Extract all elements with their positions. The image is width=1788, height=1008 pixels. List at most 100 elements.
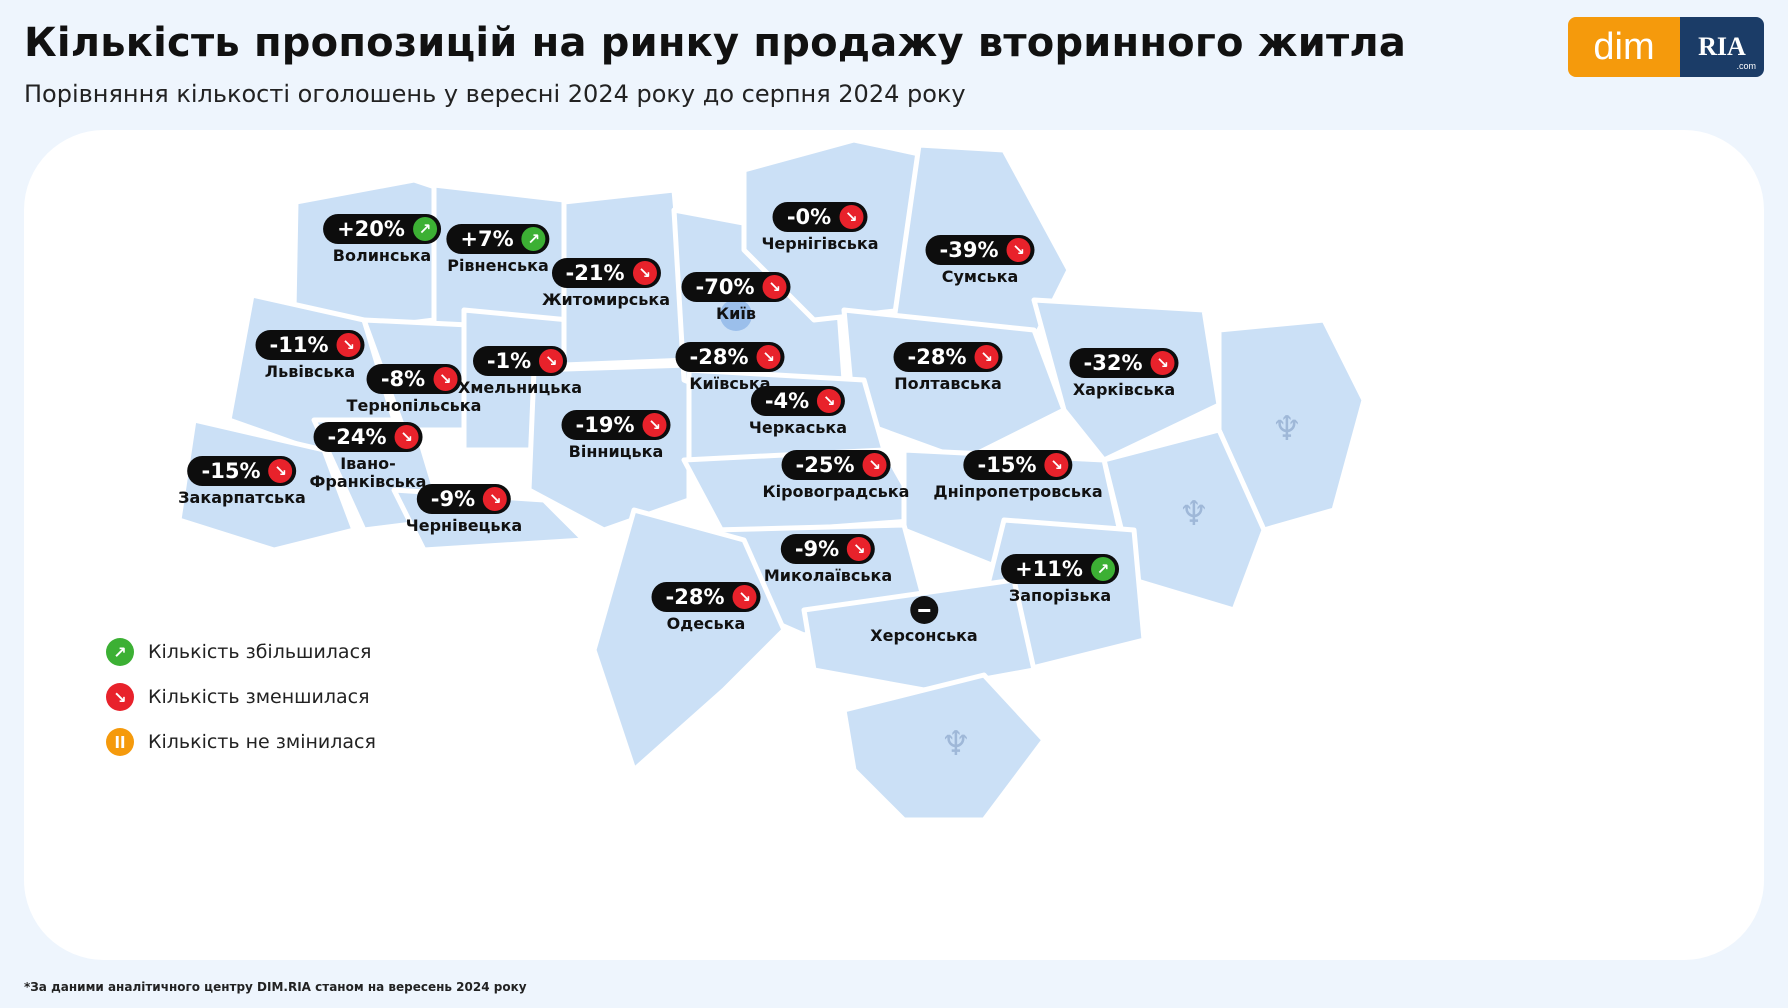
region-value-pill: -11% ↘ xyxy=(255,330,365,360)
region-value: +7% xyxy=(460,227,514,251)
region-value-pill: -9% ↘ xyxy=(780,534,876,564)
region-label-chernihiv[interactable]: -0% ↘ Чернігівська xyxy=(762,202,879,253)
region-name: Чернівецька xyxy=(405,516,523,535)
region-label-chernivtsi[interactable]: -9% ↘ Чернівецька xyxy=(406,484,522,535)
arrow-down-icon: ↘ xyxy=(433,367,458,391)
region-value-pill: +20% ↗ xyxy=(323,214,441,244)
region-value: -8% xyxy=(380,367,426,391)
logo-ria: RIA .com xyxy=(1680,17,1764,77)
logo-ria-text: RIA xyxy=(1698,32,1746,61)
region-value: -28% xyxy=(689,345,749,369)
region-name: Закарпатська xyxy=(178,488,306,507)
region-label-khmelnytskyi[interactable]: -1% ↘ Хмельницька xyxy=(458,346,582,397)
region-value-pill: -4% ↘ xyxy=(750,386,846,416)
arrow-up-icon: ↗ xyxy=(412,217,437,241)
region-value: -9% xyxy=(794,537,840,561)
region-label-vinnytsia[interactable]: -19% ↘ Вінницька xyxy=(561,410,671,461)
region-label-lviv[interactable]: -11% ↘ Львівська xyxy=(255,330,365,381)
region-value: -21% xyxy=(565,261,625,285)
region-label-kherson[interactable]: Херсонська xyxy=(870,596,978,645)
region-value: -19% xyxy=(575,413,635,437)
region-label-cherkasy[interactable]: -4% ↘ Черкаська xyxy=(749,386,847,437)
trident-icon-crimea: ♆ xyxy=(941,724,971,764)
region-value: -15% xyxy=(201,459,261,483)
region-value: -15% xyxy=(977,453,1037,477)
region-label-sumy[interactable]: -39% ↘ Сумська xyxy=(925,235,1035,286)
region-name: Житомирська xyxy=(541,290,671,309)
region-name: Черкаська xyxy=(748,418,848,437)
arrow-down-icon: ↘ xyxy=(732,585,757,609)
region-name: Тернопільська xyxy=(346,396,482,415)
region-value: -32% xyxy=(1083,351,1143,375)
region-value-pill: -19% ↘ xyxy=(561,410,671,440)
legend-item-unchanged: ll Кількість не змінилася xyxy=(106,728,376,756)
region-label-ivano-frankivsk[interactable]: -24% ↘ Івано- Франківська xyxy=(310,422,426,491)
no-data-icon xyxy=(910,596,938,624)
arrow-down-icon: ↘ xyxy=(839,205,864,229)
arrow-down-icon: ↘ xyxy=(974,345,999,369)
region-value-pill: -70% ↘ xyxy=(681,272,791,302)
region-label-kyiv-city[interactable]: -70% ↘ Київ xyxy=(681,272,791,323)
region-value-pill: -21% ↘ xyxy=(551,258,661,288)
arrow-down-icon: ↘ xyxy=(1006,238,1031,262)
region-label-ternopil[interactable]: -8% ↘ Тернопільська xyxy=(346,364,482,415)
dim-ria-logo[interactable]: dim RIA .com xyxy=(1568,17,1764,77)
arrow-down-icon: ↘ xyxy=(762,275,787,299)
region-value: -0% xyxy=(786,205,832,229)
region-value: -25% xyxy=(795,453,855,477)
region-value: -1% xyxy=(486,349,532,373)
region-value: -28% xyxy=(907,345,967,369)
region-name: Кіровоградська xyxy=(762,482,910,501)
arrow-down-icon: ↘ xyxy=(817,389,842,413)
kyiv-city-marker xyxy=(720,299,752,331)
region-value-pill: -15% ↘ xyxy=(187,456,297,486)
region-label-mykolaiv[interactable]: -9% ↘ Миколаївська xyxy=(764,534,892,585)
region-value: -9% xyxy=(430,487,476,511)
region-label-zakarpattia[interactable]: -15% ↘ Закарпатська xyxy=(178,456,306,507)
logo-dim: dim xyxy=(1568,17,1680,77)
region-label-kharkiv[interactable]: -32% ↘ Харківська xyxy=(1069,348,1179,399)
region-value: -70% xyxy=(695,275,755,299)
region-value-pill: +7% ↗ xyxy=(446,224,550,254)
region-name: Харківська xyxy=(1072,380,1176,399)
footnote: *За даними аналітичного центру DIM.RIA с… xyxy=(24,980,527,994)
region-value: +11% xyxy=(1015,557,1083,581)
arrow-down-icon: ↘ xyxy=(862,453,887,477)
region-value-pill: -39% ↘ xyxy=(925,235,1035,265)
legend-item-increase: ↗ Кількість збільшилася xyxy=(106,638,371,666)
legend-label: Кількість збільшилася xyxy=(148,641,372,663)
page-subtitle: Порівняння кількості оголошень у вересні… xyxy=(24,80,966,108)
region-value-pill: -24% ↘ xyxy=(313,422,423,452)
arrow-down-icon: ↘ xyxy=(642,413,667,437)
region-name: Херсонська xyxy=(870,626,978,645)
region-name: Дніпропетровська xyxy=(933,482,1103,501)
arrow-up-icon: ↗ xyxy=(106,638,134,666)
region-label-volyn[interactable]: +20% ↗ Волинська xyxy=(323,214,441,265)
region-label-poltava[interactable]: -28% ↘ Полтавська xyxy=(893,342,1003,393)
ukraine-map: ♆ ♆ ♆ xyxy=(176,137,1367,823)
region-label-rivne[interactable]: +7% ↗ Рівненська xyxy=(446,224,550,275)
region-name: Сумська xyxy=(941,267,1019,286)
arrow-down-icon: ↘ xyxy=(394,425,419,449)
region-name: Київська xyxy=(689,374,771,393)
region-name: Рівненська xyxy=(447,256,549,275)
region-value-pill: -25% ↘ xyxy=(781,450,891,480)
region-name: Хмельницька xyxy=(458,378,582,397)
region-label-dnipropetrovsk[interactable]: -15% ↘ Дніпропетровська xyxy=(933,450,1103,501)
region-value-pill: -28% ↘ xyxy=(893,342,1003,372)
region-value-pill: -1% ↘ xyxy=(472,346,568,376)
region-label-odesa[interactable]: -28% ↘ Одеська xyxy=(651,582,761,633)
region-value: -24% xyxy=(327,425,387,449)
region-shape-crimea xyxy=(841,672,1047,823)
region-name: Київ xyxy=(716,304,756,323)
region-label-kirovohrad[interactable]: -25% ↘ Кіровоградська xyxy=(762,450,910,501)
region-name: Одеська xyxy=(666,614,746,633)
region-label-zaporizhzhia[interactable]: +11% ↗ Запорізька xyxy=(1001,554,1119,605)
arrow-up-icon: ↗ xyxy=(1090,557,1115,581)
region-value: -28% xyxy=(665,585,725,609)
region-label-kyiv-oblast[interactable]: -28% ↘ Київська xyxy=(675,342,785,393)
pause-icon: ll xyxy=(106,728,134,756)
region-name: Львівська xyxy=(264,362,356,381)
region-label-zhytomyr[interactable]: -21% ↘ Житомирська xyxy=(542,258,670,309)
arrow-down-icon: ↘ xyxy=(1044,453,1069,477)
